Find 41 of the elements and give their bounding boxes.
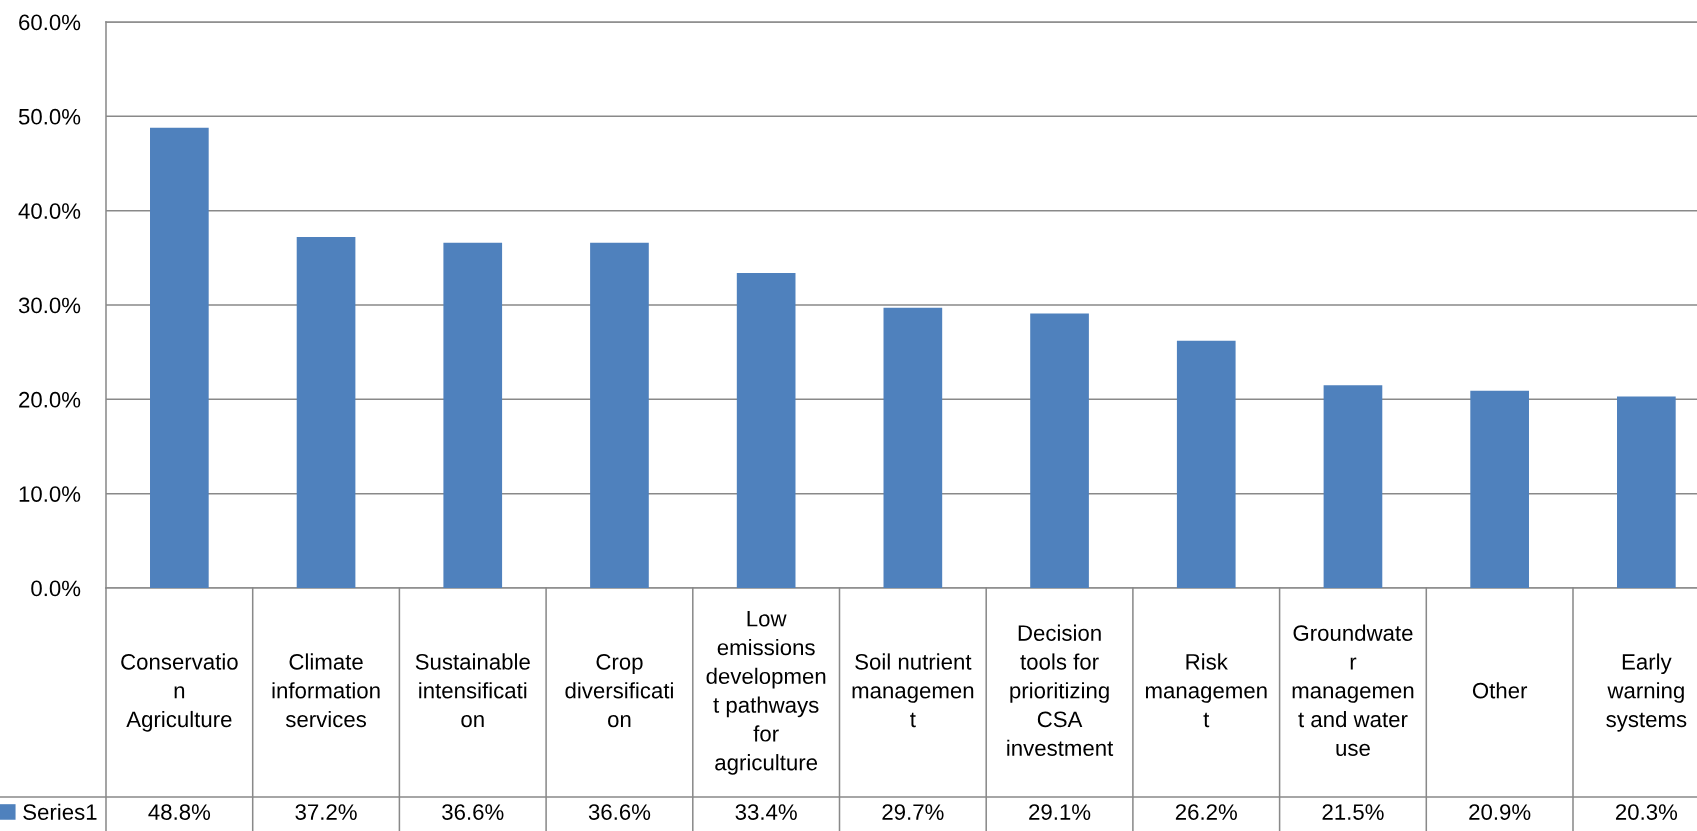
bar <box>150 127 209 588</box>
data-label: 36.6% <box>588 804 651 820</box>
x-tick-label: Groundwate r managemen t and water use <box>1292 624 1414 756</box>
data-label: 29.1% <box>1029 804 1091 820</box>
bar <box>1470 390 1529 588</box>
x-tick-label: Early warning systems <box>1606 653 1687 732</box>
data-label: 20.9% <box>1469 804 1531 820</box>
x-tick-label: Decision tools for prioritizing CSA investment <box>1007 624 1114 756</box>
data-label: 33.4% <box>735 804 797 820</box>
data-label: 29.7% <box>882 804 944 820</box>
bar <box>1617 396 1676 588</box>
bar <box>1323 385 1383 588</box>
bar <box>1030 313 1089 588</box>
x-tick-label: Other <box>1472 682 1528 699</box>
data-label: 20.3% <box>1615 804 1678 820</box>
bar <box>736 272 796 588</box>
data-label: 21.5% <box>1322 804 1384 820</box>
y-tick-label: 50.0% <box>18 108 81 125</box>
bar <box>296 237 356 588</box>
y-tick-label: 30.0% <box>18 297 81 314</box>
y-tick-label: 20.0% <box>19 391 81 408</box>
x-tick-label: Soil nutrient managemen t <box>852 653 974 728</box>
bar <box>590 242 649 588</box>
data-label: 36.6% <box>442 804 504 820</box>
legend-label: Series1 <box>23 803 97 820</box>
x-tick-label: Climate information services <box>272 653 380 728</box>
data-label: 37.2% <box>295 804 357 820</box>
x-tick-label: Crop diversificati on <box>565 653 673 728</box>
data-label: 26.2% <box>1175 804 1237 820</box>
data-label: 48.8% <box>148 804 211 820</box>
y-tick-label: 0.0% <box>31 580 81 597</box>
y-tick-label: 60.0% <box>19 14 81 31</box>
x-tick-label: Conservatio n Agriculture <box>121 653 238 732</box>
bar <box>443 242 503 588</box>
bar <box>883 307 943 588</box>
x-tick-label: Sustainable intensificati on <box>415 653 530 728</box>
y-tick-label: 10.0% <box>19 486 81 502</box>
x-tick-label: Risk managemen t <box>1145 653 1267 728</box>
y-tick-label: 40.0% <box>18 203 81 219</box>
bar <box>1176 340 1236 588</box>
x-tick-label: Low emissions developmen t pathways for agriculture <box>706 611 826 775</box>
